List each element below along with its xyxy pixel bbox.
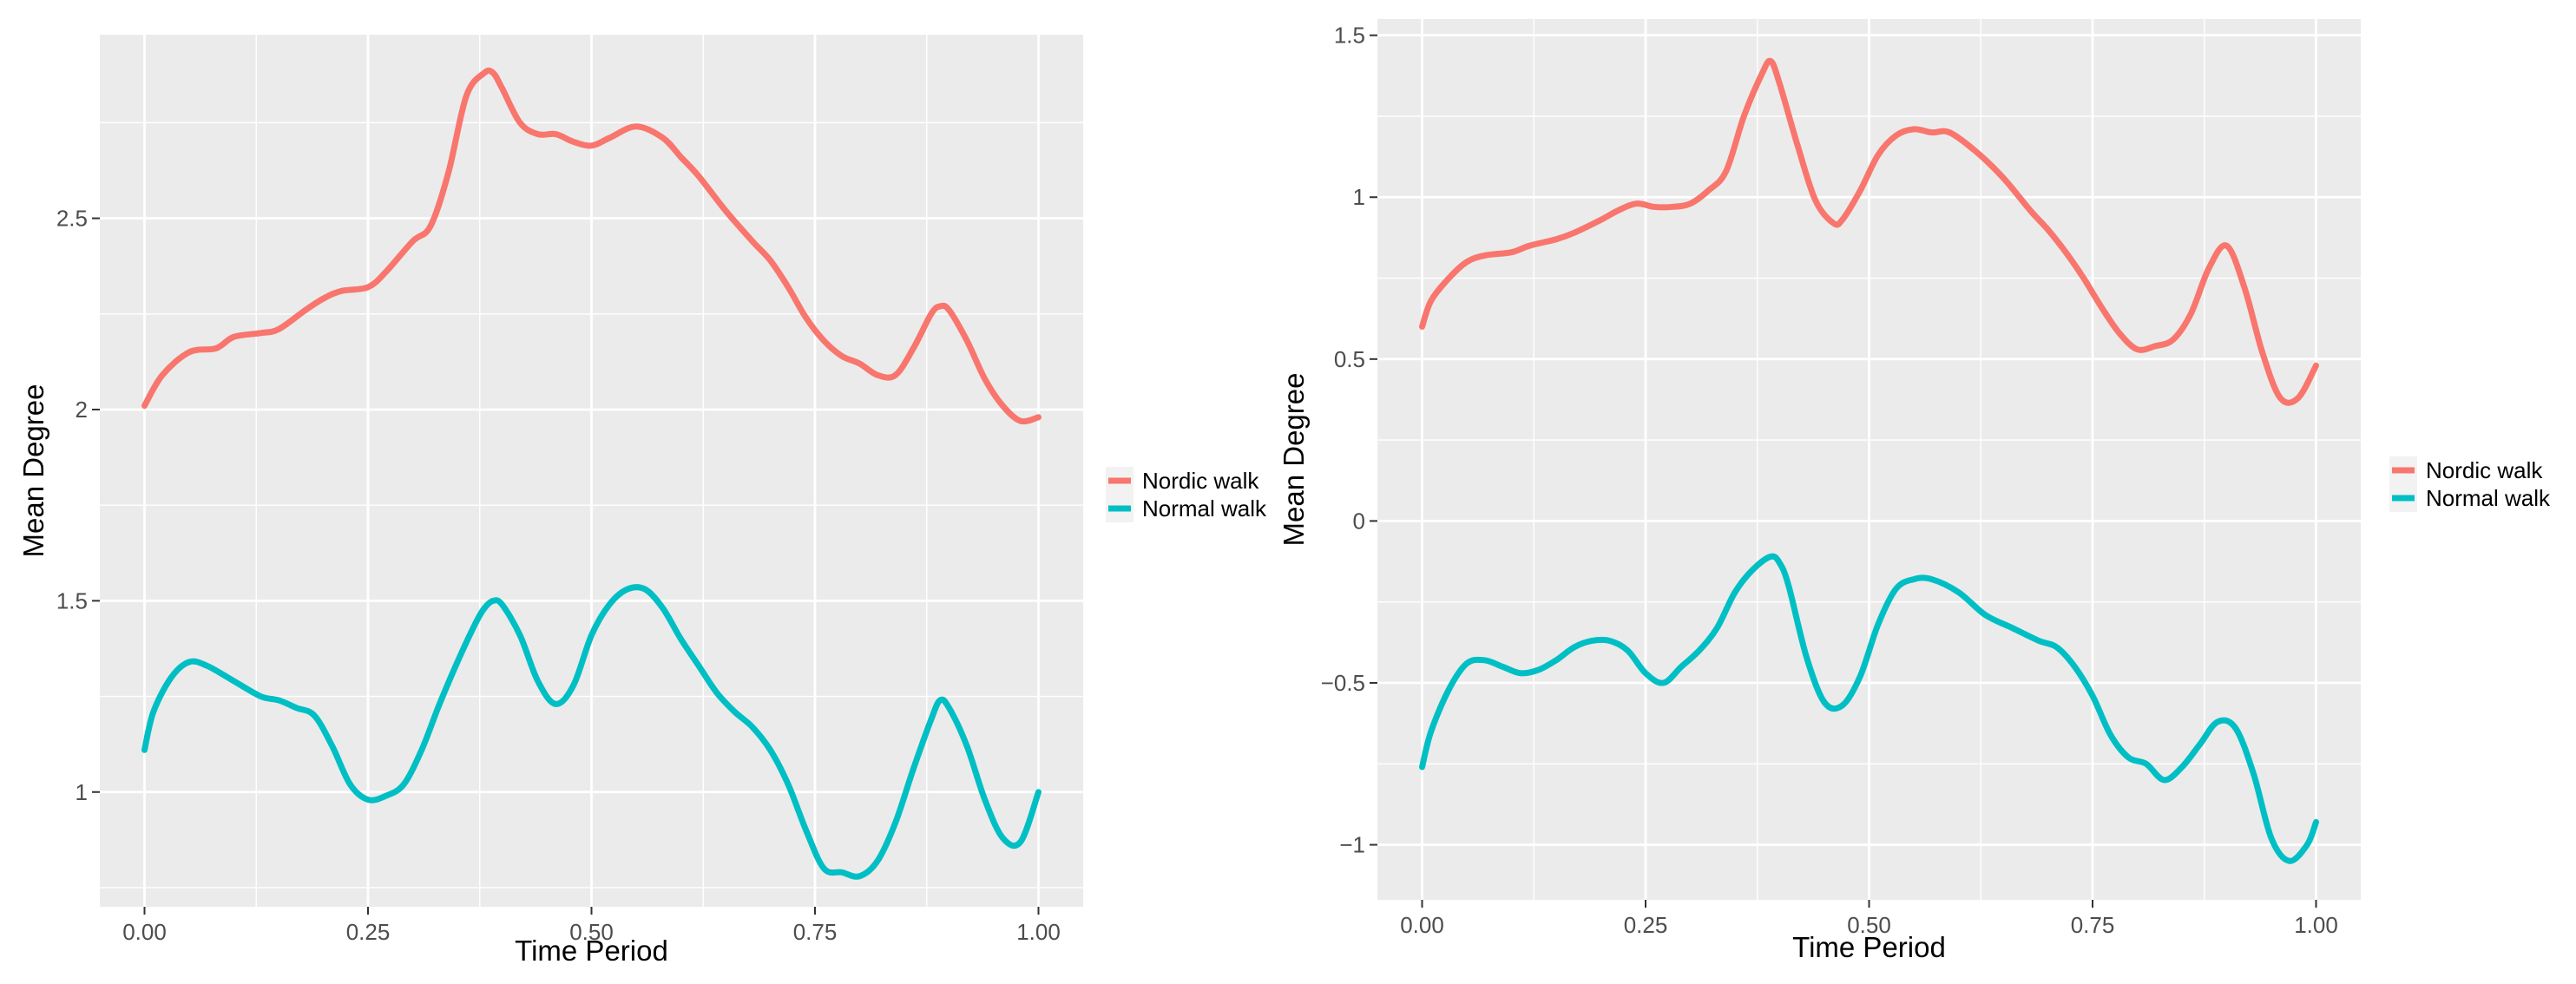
y-axis-title: Mean Degree [17, 384, 49, 558]
y-tick-label: 2.5 [56, 206, 88, 232]
y-tick-label: 2 [76, 397, 88, 423]
x-tick-label: 0.00 [1400, 912, 1444, 938]
legend-label: Normal walk [2426, 485, 2551, 511]
series-line-2 [1419, 553, 2319, 864]
y-tick-label: 1.5 [1334, 23, 1365, 49]
y-tick-label: 1.5 [56, 587, 88, 613]
chart-1: 0.00 0.25 0.50 0.75 1.00 1 1.5 2 2.5 Time Period M… [17, 35, 1267, 967]
x-tick-label: 0.75 [2071, 912, 2115, 938]
legend-label: Nordic walk [2426, 457, 2543, 483]
y-tick-label: −1 [1339, 832, 1365, 858]
y-tick-label: 0.5 [1334, 346, 1365, 372]
series-line-2 [141, 584, 1042, 880]
x-tick-label: 1.00 [1016, 919, 1061, 945]
x-tick-label: 0.75 [793, 919, 838, 945]
series-line-1 [141, 67, 1042, 425]
legend-label: Nordic walk [1142, 468, 1259, 494]
x-tick-label: 0.50 [569, 919, 614, 945]
x-tick-label: 0.50 [1847, 912, 1891, 938]
y-tick-label: 0 [1353, 508, 1365, 534]
y-tick-label: −0.5 [1321, 670, 1365, 696]
y-tick-label: 1 [1353, 184, 1365, 210]
legend-label: Normal walk [1142, 495, 1267, 522]
chart-2: 0.00 0.25 0.50 0.75 1.00 −1 −0.5 0 0.5 1 1.5 Time P… [1278, 19, 2551, 963]
series-line-1 [1419, 57, 2319, 406]
x-axis-title: Time Period [515, 935, 668, 967]
x-axis-title: Time Period [1792, 931, 1946, 963]
x-tick-label: 1.00 [2294, 912, 2338, 938]
x-tick-label: 0.25 [1624, 912, 1668, 938]
y-tick-label: 1 [76, 779, 88, 805]
x-tick-label: 0.00 [122, 919, 167, 945]
x-tick-label: 0.25 [346, 919, 391, 945]
y-axis-title: Mean Degree [1278, 373, 1310, 547]
